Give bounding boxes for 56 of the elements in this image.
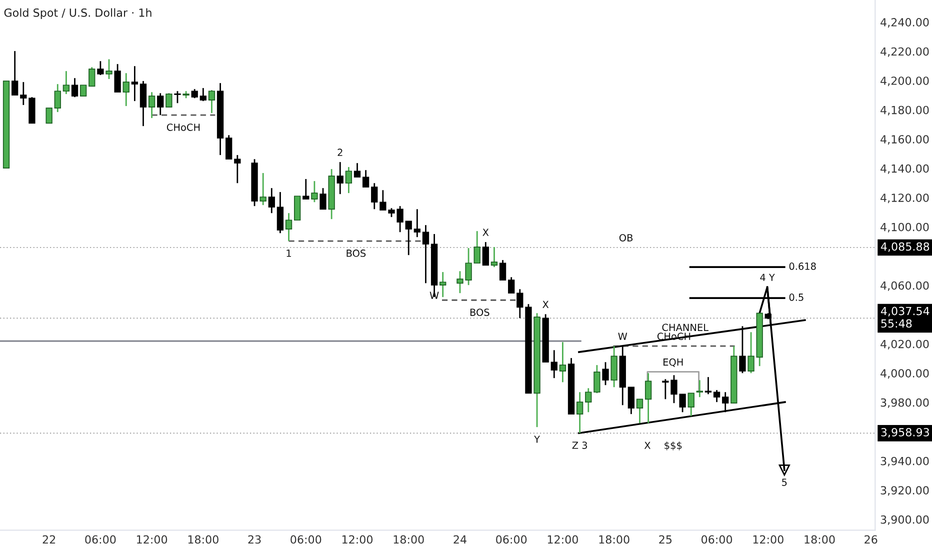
annotation: X — [644, 442, 650, 449]
ref-line-label: 3,958.93 — [881, 428, 929, 438]
annotation: 1 — [286, 250, 291, 257]
y-tick-label: 4,100.00 — [880, 222, 929, 232]
x-tick-label: 12:00 — [753, 535, 784, 544]
annotation: OB — [619, 234, 633, 242]
annotation: 5 — [782, 478, 787, 486]
y-tick-label: 3,900.00 — [880, 515, 929, 525]
x-tick-label: 12:00 — [548, 535, 578, 544]
y-tick-label: 4,020.00 — [880, 340, 929, 350]
x-tick-label: 06:00 — [496, 535, 527, 544]
y-tick-label: 3,980.00 — [880, 398, 929, 408]
annotation: W — [430, 292, 439, 299]
x-tick-label: 06:00 — [702, 535, 732, 544]
x-tick-label: 06:00 — [85, 535, 116, 544]
annotation: Y — [534, 436, 540, 443]
annotation: Z 3 — [572, 442, 588, 449]
x-tick-label: 06:00 — [290, 535, 322, 544]
x-tick-label: 12:00 — [342, 535, 373, 544]
y-tick-label: 4,220.00 — [880, 47, 929, 57]
annotation: W — [618, 332, 628, 340]
annotation: 0.618 — [789, 262, 816, 270]
x-tick-label: 26 — [864, 535, 878, 544]
annotation: BOS — [346, 250, 366, 257]
annotation: X — [482, 228, 489, 236]
y-tick-label: 4,200.00 — [880, 76, 929, 86]
annotation: EQH — [664, 358, 683, 367]
y-tick-label: 4,120.00 — [880, 194, 929, 204]
x-tick-label: 18:00 — [599, 535, 630, 544]
y-tick-label: 3,940.00 — [880, 456, 929, 466]
y-tick-label: 4,000.00 — [880, 369, 929, 379]
x-tick-label: 25 — [659, 535, 672, 544]
annotation: CHANNEL — [662, 324, 708, 332]
annotation: CHoCH — [166, 124, 200, 131]
x-tick-label: 18:00 — [188, 535, 218, 544]
ref-line-label: 4,037.54 55:48 — [880, 306, 930, 328]
x-tick-label: 18:00 — [804, 535, 835, 544]
annotation: X — [542, 300, 549, 308]
x-tick-label: 24 — [454, 535, 466, 544]
text: Gold Spot / U.S. Dollar · 1h — [4, 8, 152, 20]
y-tick-label: 4,180.00 — [880, 106, 929, 116]
y-tick-label: 4,240.00 — [880, 18, 929, 28]
annotation: 4 Y — [760, 274, 775, 281]
y-tick-label: 3,920.00 — [880, 486, 929, 496]
ref-line-label: 4,085.88 — [880, 242, 930, 252]
y-tick-label: 4,060.00 — [880, 281, 929, 291]
annotation: BOS — [470, 308, 490, 316]
x-tick-label: 22 — [42, 535, 56, 544]
y-tick-label: 4,140.00 — [880, 164, 929, 174]
x-tick-label: 18:00 — [394, 535, 424, 544]
x-tick-label: 12:00 — [137, 535, 168, 544]
annotation: 0.5 — [789, 294, 804, 301]
annotation: 2 — [338, 148, 342, 156]
y-tick-label: 4,160.00 — [880, 135, 929, 145]
x-tick-label: 23 — [248, 535, 261, 544]
annotation: $$$ — [664, 442, 682, 450]
